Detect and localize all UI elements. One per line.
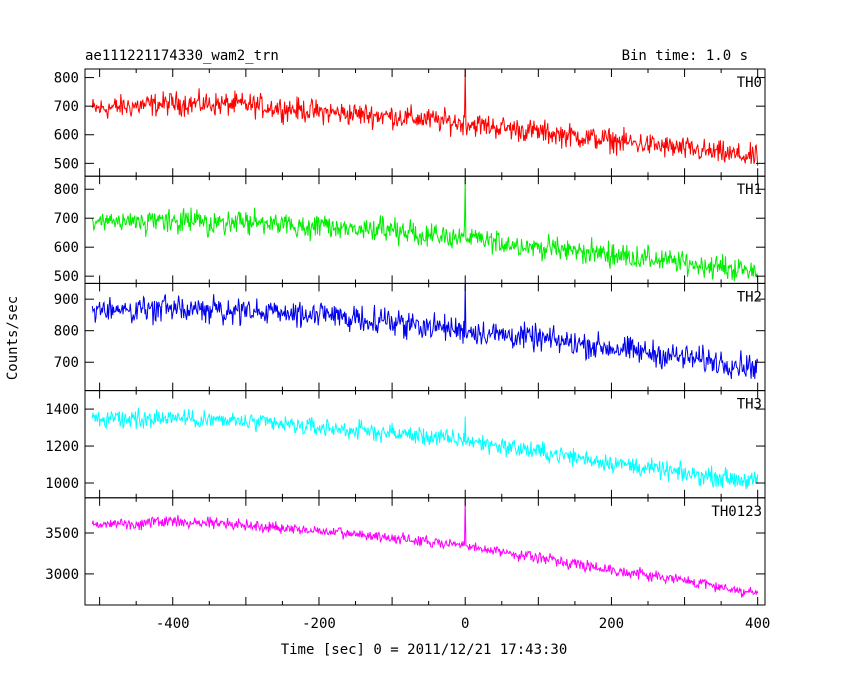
x-tick-label: -400	[156, 616, 190, 632]
panel-label-th1: TH1	[737, 182, 762, 198]
y-tick-label: 1200	[45, 439, 79, 455]
y-tick-label: 1400	[45, 402, 79, 418]
x-tick-label: 200	[599, 616, 624, 632]
y-tick-label: 1000	[45, 476, 79, 492]
y-tick-label: 800	[54, 182, 79, 198]
series-line-th1	[91, 177, 759, 283]
x-tick-label: 400	[745, 616, 770, 632]
y-tick-label: 500	[54, 156, 79, 172]
y-tick-label: 3000	[45, 567, 79, 583]
y-tick-label: 800	[54, 71, 79, 87]
panel-frame	[84, 497, 766, 606]
x-axis: -400 -200 0 200 400	[156, 616, 770, 632]
y-tick-label: 900	[54, 292, 79, 308]
y-tick-label: 700	[54, 99, 79, 115]
chart-title: ae111221174330_wam2_trn	[85, 48, 279, 64]
y-axis-label: Counts/sec	[5, 296, 21, 380]
panel-label-th0: TH0	[737, 75, 762, 91]
bin-time-label: Bin time: 1.0 s	[622, 48, 748, 64]
panel-label-th0123: TH0123	[711, 504, 762, 520]
panel-stack: 500 600 700 800 TH0 500 600 700 800 TH1 700 800 900 T…	[45, 68, 766, 606]
x-tick-label: -200	[302, 616, 336, 632]
y-tick-label: 600	[54, 240, 79, 256]
y-tick-label: 700	[54, 211, 79, 227]
panel-frame	[84, 390, 766, 499]
panel-th0: 500 600 700 800 TH0	[54, 68, 766, 177]
y-tick-label: 600	[54, 128, 79, 144]
x-tick-label: 0	[461, 616, 469, 632]
x-axis-label: Time [sec] 0 = 2011/12/21 17:43:30	[281, 642, 568, 658]
panel-th3: 1000 1200 1400 TH3	[45, 390, 766, 499]
panel-frame	[84, 68, 766, 177]
series-line-th0	[91, 69, 759, 166]
y-tick-label: 700	[54, 355, 79, 371]
panel-label-th2: TH2	[737, 289, 762, 305]
panel-frame	[84, 282, 766, 392]
series-line-th0123	[91, 498, 759, 598]
y-tick-label: 500	[54, 269, 79, 285]
y-tick-label: 3500	[45, 526, 79, 542]
panel-th2: 700 800 900 TH2	[54, 282, 766, 392]
y-tick-label: 800	[54, 324, 79, 340]
panel-th1: 500 600 700 800 TH1	[54, 175, 766, 285]
panel-label-th3: TH3	[737, 397, 762, 413]
panel-th0123: 3000 3500 TH0123	[45, 497, 766, 606]
series-line-th3	[91, 407, 759, 490]
series-line-th2	[91, 283, 759, 379]
